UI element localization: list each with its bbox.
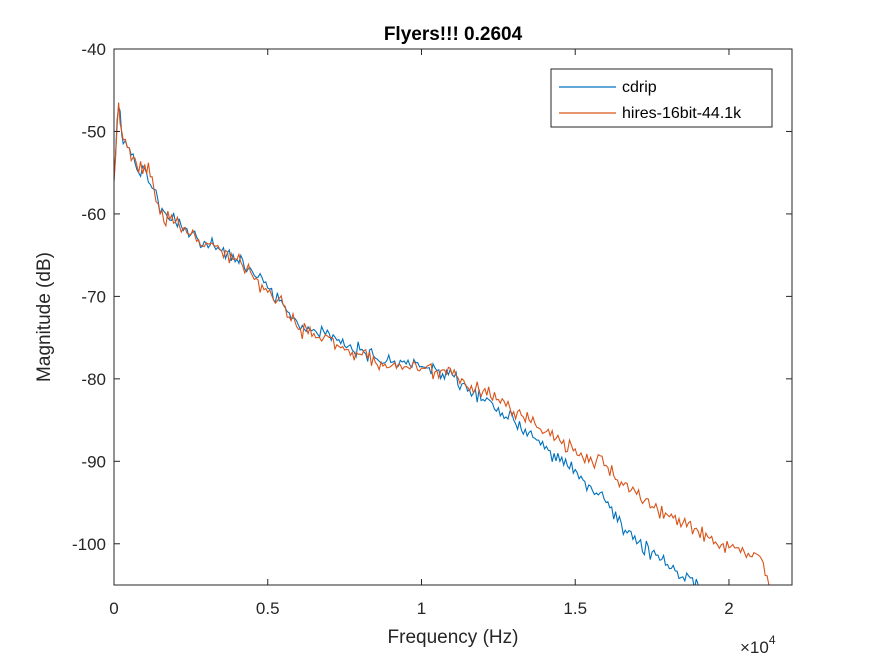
plot-frame [113, 48, 793, 586]
x-tick-label: 1.5 [563, 599, 587, 618]
y-tick-label: -40 [81, 40, 106, 59]
chart-title: Flyers!!! 0.2604 [384, 24, 523, 45]
series-line-hires-16bit-44-1k [114, 102, 770, 585]
y-tick-label: -100 [72, 535, 106, 554]
x-tick-label: 0.5 [256, 599, 280, 618]
y-tick-label: -60 [81, 205, 106, 224]
y-ticks: -100 -90 -80 -70 -60 -50 -40 [72, 40, 792, 554]
series-line-cdrip [114, 106, 699, 585]
x-tick-label: 1 [417, 599, 426, 618]
x-axis-label: Frequency (Hz) [388, 627, 519, 648]
x-tick-label: 2 [724, 599, 733, 618]
x-axis-exponent-power: 4 [769, 633, 776, 647]
y-axis-label: Magnitude (dB) [34, 252, 55, 382]
x-axis-exponent-base: ×10 [740, 638, 769, 656]
legend: cdrip hires-16bit-44.1k [550, 68, 773, 128]
legend-box [550, 68, 773, 128]
series-layer [114, 102, 770, 585]
x-axis-exponent: ×104 [740, 633, 776, 656]
plot-area [114, 49, 792, 585]
x-ticks: 0 0.5 1 1.5 2 [109, 49, 734, 618]
y-tick-label: -80 [81, 370, 106, 389]
y-tick-label: -90 [81, 452, 106, 471]
legend-label-hires-16bit-44-1k: hires-16bit-44.1k [622, 105, 742, 122]
y-tick-label: -70 [81, 287, 106, 306]
legend-label-cdrip: cdrip [622, 79, 657, 96]
y-tick-label: -50 [81, 122, 106, 141]
x-tick-label: 0 [109, 599, 118, 618]
